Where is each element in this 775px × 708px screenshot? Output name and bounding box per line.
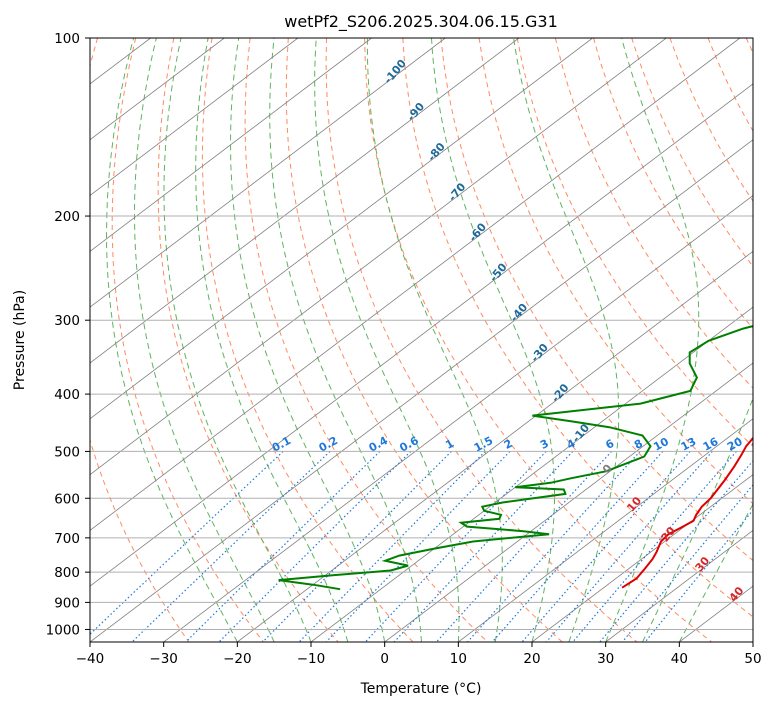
- isotherm: [237, 250, 753, 642]
- isotherm: [605, 529, 753, 642]
- mixing-ratio-line: [298, 450, 486, 642]
- y-tick-label: 900: [54, 595, 80, 611]
- y-tick-label: 300: [54, 313, 80, 329]
- x-tick-label: −30: [149, 651, 178, 667]
- moist-adiabat: [642, 397, 753, 642]
- dry-adiabat: [285, 38, 563, 642]
- dry-adiabat: [111, 38, 264, 642]
- mixing-ratio-line: [185, 450, 381, 642]
- moist-adiabat: [134, 38, 275, 642]
- mixing-ratio-line: [90, 450, 284, 636]
- mixing-ratio-label: 10: [651, 435, 671, 454]
- dry-adiabat: [201, 38, 414, 642]
- isotherm: [531, 474, 753, 642]
- y-axis-ticks: 100 200 300 400 500 600 700 800 900 1000: [46, 31, 90, 638]
- dry-adiabat: [440, 38, 753, 562]
- profile-series-line: [621, 436, 753, 589]
- x-tick-label: 40: [671, 651, 688, 667]
- moist-adiabat: [605, 38, 700, 642]
- y-axis-label: Pressure (hPa): [12, 290, 28, 390]
- moist-adiabat: [269, 38, 422, 642]
- isotherm: [90, 38, 299, 197]
- y-tick-label: 200: [54, 209, 80, 225]
- mixing-ratio-line: [218, 450, 412, 642]
- isotherm: [90, 139, 753, 642]
- x-axis-label: Temperature (°C): [360, 681, 482, 697]
- dry-adiabat: [364, 38, 713, 642]
- moist-adiabat: [229, 38, 386, 642]
- x-tick-label: 50: [744, 651, 761, 667]
- mixing-ratio-label: 25: [750, 435, 770, 454]
- y-tick-label: 100: [54, 31, 80, 47]
- isotherm: [90, 38, 741, 531]
- mixing-ratio-line: [621, 484, 753, 642]
- mixing-ratio-line: [644, 509, 753, 642]
- x-tick-label: −40: [76, 651, 105, 667]
- dry-adiabat: [244, 38, 488, 642]
- mixing-ratio-line: [572, 451, 737, 642]
- moist-adiabat: [105, 38, 238, 642]
- isotherm: [90, 38, 667, 476]
- dry-adiabat: [325, 38, 638, 642]
- dry-adiabat: [593, 38, 753, 330]
- x-axis-ticks: −40 −30 −20 −10 0 10 20 30 40 50: [76, 642, 762, 667]
- x-tick-label: 20: [523, 651, 540, 667]
- isotherm: [90, 38, 593, 420]
- pressure-gridlines: [90, 38, 753, 630]
- isotherm: [90, 38, 520, 364]
- mixing-ratio-line: [131, 450, 331, 642]
- y-tick-label: 1000: [46, 622, 80, 638]
- x-tick-label: −10: [297, 651, 326, 667]
- y-tick-label: 400: [54, 387, 80, 403]
- isotherm: [90, 38, 372, 252]
- chart-title: wetPf2_S206.2025.304.06.15.G31: [284, 12, 558, 32]
- plot-frame: [89, 37, 754, 643]
- isotherm: [458, 418, 753, 642]
- x-tick-label: −20: [223, 651, 252, 667]
- mixing-ratio-line: [467, 450, 641, 642]
- isotherm: [163, 195, 753, 642]
- x-tick-label: 10: [450, 651, 467, 667]
- mixing-ratio-line: [599, 459, 753, 642]
- moist-adiabat: [195, 38, 349, 642]
- y-tick-label: 700: [54, 531, 80, 547]
- moist-adiabat: [431, 38, 556, 642]
- profile-lines: [278, 325, 753, 591]
- background-isolines: [90, 38, 753, 642]
- mixing-ratio-line: [393, 450, 574, 642]
- isotherm: [90, 83, 753, 587]
- mixing-ratio-label: 16: [701, 435, 721, 454]
- mixing-ratio-label: 20: [725, 435, 745, 454]
- moist-adiabat: [314, 38, 460, 642]
- dry-adiabat: [516, 38, 753, 448]
- mixing-ratio-line: [491, 450, 664, 642]
- mixing-ratio-line: [262, 450, 452, 642]
- isotherm: [384, 362, 753, 642]
- profile-series-line: [278, 325, 753, 591]
- x-tick-label: 30: [597, 651, 614, 667]
- y-tick-label: 800: [54, 565, 80, 581]
- x-tick-label: 0: [380, 651, 389, 667]
- mixing-ratio-line: [435, 450, 613, 642]
- y-tick-label: 600: [54, 491, 80, 507]
- isotherm: [90, 38, 446, 308]
- mixing-ratio-label: 13: [679, 435, 699, 454]
- dry-adiabat: [402, 38, 753, 618]
- moist-adiabat: [366, 38, 503, 642]
- isotherm: [90, 38, 225, 141]
- y-tick-label: 500: [54, 444, 80, 460]
